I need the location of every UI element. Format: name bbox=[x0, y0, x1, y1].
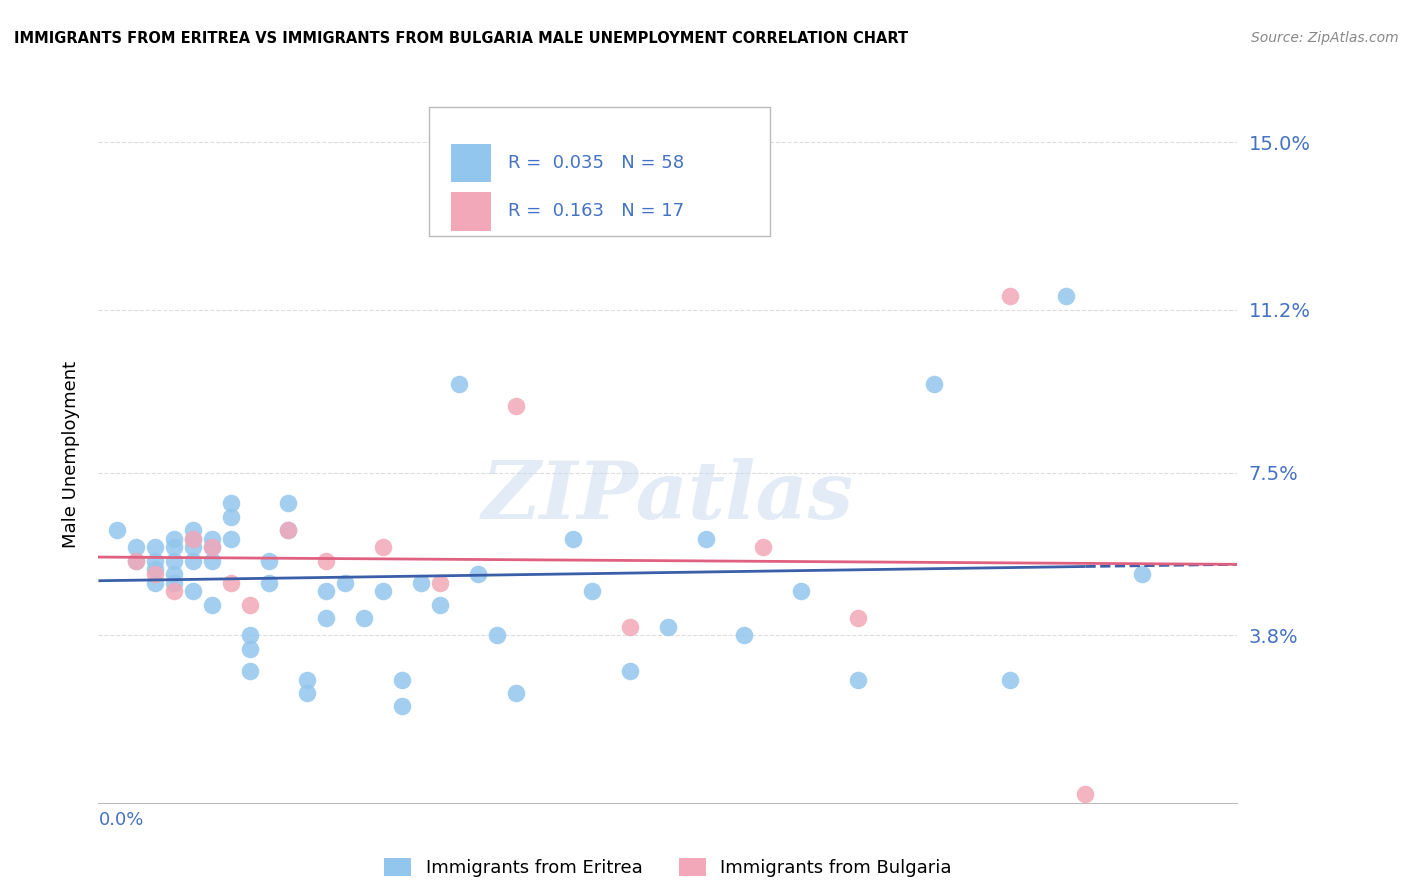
Point bbox=[315, 553, 337, 567]
Text: Source: ZipAtlas.com: Source: ZipAtlas.com bbox=[1251, 31, 1399, 45]
Point bbox=[449, 377, 471, 392]
Point bbox=[163, 566, 186, 581]
Point bbox=[486, 628, 509, 642]
Point bbox=[297, 673, 319, 687]
FancyBboxPatch shape bbox=[429, 107, 770, 235]
Point bbox=[163, 575, 186, 590]
Point bbox=[183, 541, 205, 555]
Point bbox=[467, 566, 489, 581]
Point bbox=[695, 532, 717, 546]
Point bbox=[183, 553, 205, 567]
Point bbox=[581, 584, 603, 599]
Point bbox=[125, 541, 148, 555]
Legend: Immigrants from Eritrea, Immigrants from Bulgaria: Immigrants from Eritrea, Immigrants from… bbox=[377, 850, 959, 884]
Point bbox=[239, 628, 262, 642]
Point bbox=[429, 575, 451, 590]
Point bbox=[371, 541, 394, 555]
Point bbox=[1132, 566, 1154, 581]
Point bbox=[846, 673, 869, 687]
Point bbox=[145, 575, 167, 590]
Point bbox=[183, 584, 205, 599]
Text: IMMIGRANTS FROM ERITREA VS IMMIGRANTS FROM BULGARIA MALE UNEMPLOYMENT CORRELATIO: IMMIGRANTS FROM ERITREA VS IMMIGRANTS FR… bbox=[14, 31, 908, 46]
Point bbox=[259, 553, 281, 567]
Point bbox=[107, 523, 129, 537]
Point bbox=[221, 496, 243, 510]
Point bbox=[562, 532, 585, 546]
Y-axis label: Male Unemployment: Male Unemployment bbox=[62, 361, 80, 549]
Point bbox=[733, 628, 755, 642]
Point bbox=[335, 575, 357, 590]
Point bbox=[505, 400, 527, 414]
Point bbox=[1074, 787, 1097, 801]
Point bbox=[163, 584, 186, 599]
Point bbox=[145, 541, 167, 555]
Point bbox=[163, 532, 186, 546]
Point bbox=[752, 541, 775, 555]
Text: ZIPatlas: ZIPatlas bbox=[482, 458, 853, 535]
Point bbox=[391, 673, 413, 687]
Point bbox=[221, 575, 243, 590]
Point bbox=[998, 673, 1021, 687]
Point bbox=[411, 575, 433, 590]
Point bbox=[391, 698, 413, 713]
Point bbox=[201, 553, 224, 567]
Point bbox=[183, 532, 205, 546]
Point bbox=[277, 523, 299, 537]
Point bbox=[201, 598, 224, 612]
Point bbox=[657, 620, 679, 634]
Point bbox=[315, 611, 337, 625]
Point bbox=[315, 584, 337, 599]
Point bbox=[163, 553, 186, 567]
Point bbox=[239, 641, 262, 656]
FancyBboxPatch shape bbox=[451, 144, 491, 182]
Point bbox=[259, 575, 281, 590]
Point bbox=[163, 541, 186, 555]
Point bbox=[846, 611, 869, 625]
Point bbox=[922, 377, 945, 392]
Point bbox=[790, 584, 813, 599]
Point bbox=[505, 686, 527, 700]
Point bbox=[297, 686, 319, 700]
FancyBboxPatch shape bbox=[451, 193, 491, 230]
Point bbox=[201, 541, 224, 555]
Point bbox=[125, 553, 148, 567]
Point bbox=[619, 620, 641, 634]
Text: 0.0%: 0.0% bbox=[98, 811, 143, 830]
Text: R =  0.035   N = 58: R = 0.035 N = 58 bbox=[509, 153, 685, 171]
Point bbox=[619, 664, 641, 678]
Text: R =  0.163   N = 17: R = 0.163 N = 17 bbox=[509, 202, 685, 220]
Point bbox=[145, 562, 167, 576]
Point bbox=[998, 289, 1021, 303]
Point bbox=[221, 532, 243, 546]
Point bbox=[145, 553, 167, 567]
Point bbox=[353, 611, 375, 625]
Point bbox=[1056, 289, 1078, 303]
Point bbox=[277, 523, 299, 537]
Point bbox=[277, 496, 299, 510]
Point bbox=[239, 598, 262, 612]
Point bbox=[183, 523, 205, 537]
Point bbox=[145, 566, 167, 581]
Point bbox=[201, 532, 224, 546]
Point bbox=[239, 664, 262, 678]
Point bbox=[429, 598, 451, 612]
Point bbox=[201, 541, 224, 555]
Point bbox=[221, 509, 243, 524]
Point bbox=[125, 553, 148, 567]
Point bbox=[371, 584, 394, 599]
Point bbox=[183, 532, 205, 546]
